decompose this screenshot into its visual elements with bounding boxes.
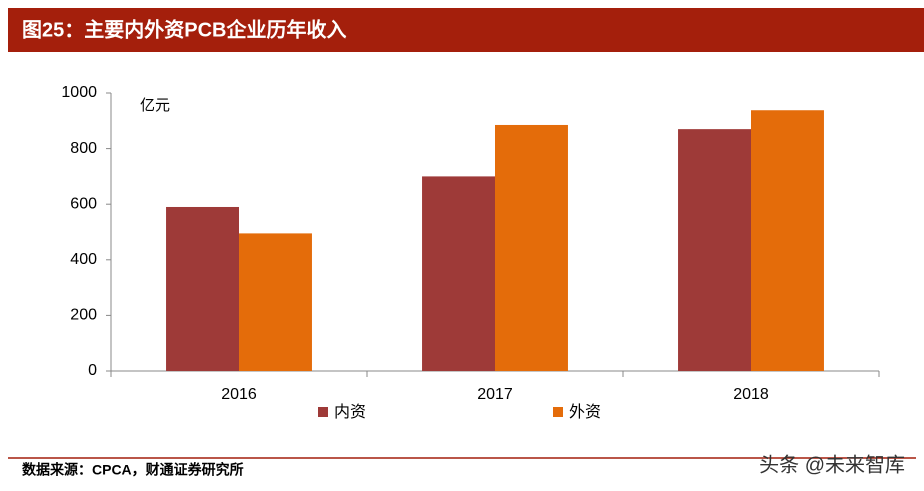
bar [422,176,495,371]
legend-label: 外资 [569,403,601,421]
bar [166,206,239,371]
watermark: 头条 @未来智库 [759,453,905,476]
legend-swatch [553,407,563,417]
y-tick-label: 0 [88,362,97,379]
chart-title: 图25：主要内外资PCB企业历年收入 [22,17,346,41]
legend-label: 内资 [334,403,366,421]
x-tick-label: 2017 [477,386,513,403]
x-tick-label: 2018 [733,386,769,403]
bar [495,124,568,371]
bar [239,233,312,371]
bar [678,129,751,371]
y-tick-label: 200 [70,307,97,324]
y-tick-label: 600 [70,195,97,212]
y-tick-label: 1000 [61,84,97,101]
y-unit: 亿元 [140,97,170,114]
legend-swatch [318,407,328,417]
source: 数据来源：CPCA，财通证券研究所 [22,462,244,478]
title-bar [8,8,924,52]
y-tick-label: 400 [70,251,97,268]
bar [751,110,824,372]
y-tick-label: 800 [70,140,97,157]
x-tick-label: 2016 [221,386,257,403]
